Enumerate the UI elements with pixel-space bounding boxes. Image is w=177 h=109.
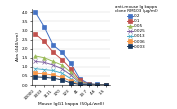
0.006 [61, 77, 63, 78]
0.1 [79, 80, 81, 81]
Line: 0.003: 0.003 [34, 75, 108, 87]
0.003 [61, 79, 63, 81]
0.003 [43, 77, 45, 78]
0.2 [43, 26, 45, 28]
Line: 0.013: 0.013 [34, 67, 108, 87]
0.1 [105, 84, 107, 85]
X-axis label: Mouse IgG1 kappa (50μL/well): Mouse IgG1 kappa (50μL/well) [38, 102, 104, 106]
Line: 0.05: 0.05 [34, 54, 108, 87]
0.1 [43, 41, 45, 42]
0.013 [34, 68, 36, 69]
0.025 [43, 62, 45, 63]
0.006 [79, 83, 81, 85]
0.006 [96, 84, 98, 85]
Line: 0.006: 0.006 [34, 72, 108, 87]
0.05 [34, 55, 36, 57]
Line: 0.025: 0.025 [34, 60, 108, 87]
0.05 [96, 84, 98, 85]
0.006 [34, 73, 36, 74]
0.025 [79, 82, 81, 83]
0.006 [105, 84, 107, 86]
0.05 [105, 84, 107, 85]
0.025 [87, 84, 90, 85]
0.013 [52, 70, 54, 71]
0.003 [52, 77, 54, 79]
0.05 [70, 72, 72, 73]
0.025 [70, 74, 72, 76]
0.2 [52, 44, 54, 46]
Y-axis label: Abs (440/εm): Abs (440/εm) [16, 32, 21, 61]
0.013 [61, 73, 63, 74]
0.013 [105, 84, 107, 85]
0.006 [43, 73, 45, 74]
Line: 0.1: 0.1 [34, 32, 108, 87]
0.1 [96, 84, 98, 85]
0.013 [70, 78, 72, 79]
0.025 [52, 64, 54, 66]
0.013 [79, 83, 81, 84]
0.1 [34, 33, 36, 35]
Legend: 0.2, 0.1, 0.05, 0.025, 0.013, 0.006, 0.003: 0.2, 0.1, 0.05, 0.025, 0.013, 0.006, 0.0… [115, 4, 158, 49]
0.2 [96, 84, 98, 85]
0.003 [87, 84, 90, 85]
0.006 [87, 84, 90, 85]
0.013 [96, 84, 98, 85]
0.003 [105, 84, 107, 86]
0.013 [87, 84, 90, 85]
0.05 [61, 64, 63, 66]
0.05 [79, 81, 81, 82]
0.025 [105, 84, 107, 85]
0.003 [79, 84, 81, 85]
0.1 [61, 59, 63, 60]
0.025 [61, 68, 63, 69]
0.1 [70, 68, 72, 69]
0.1 [52, 52, 54, 53]
0.05 [87, 83, 90, 85]
Line: 0.2: 0.2 [34, 11, 108, 86]
0.2 [79, 78, 81, 79]
0.2 [34, 12, 36, 13]
0.05 [52, 61, 54, 62]
0.2 [70, 63, 72, 64]
0.003 [34, 76, 36, 77]
0.2 [105, 84, 107, 85]
0.003 [70, 82, 72, 83]
0.006 [70, 80, 72, 82]
0.2 [87, 83, 90, 84]
0.1 [87, 83, 90, 85]
0.013 [43, 69, 45, 70]
0.05 [43, 57, 45, 58]
0.025 [96, 84, 98, 85]
0.025 [34, 61, 36, 62]
0.2 [61, 52, 63, 53]
0.006 [52, 74, 54, 76]
0.003 [96, 84, 98, 86]
